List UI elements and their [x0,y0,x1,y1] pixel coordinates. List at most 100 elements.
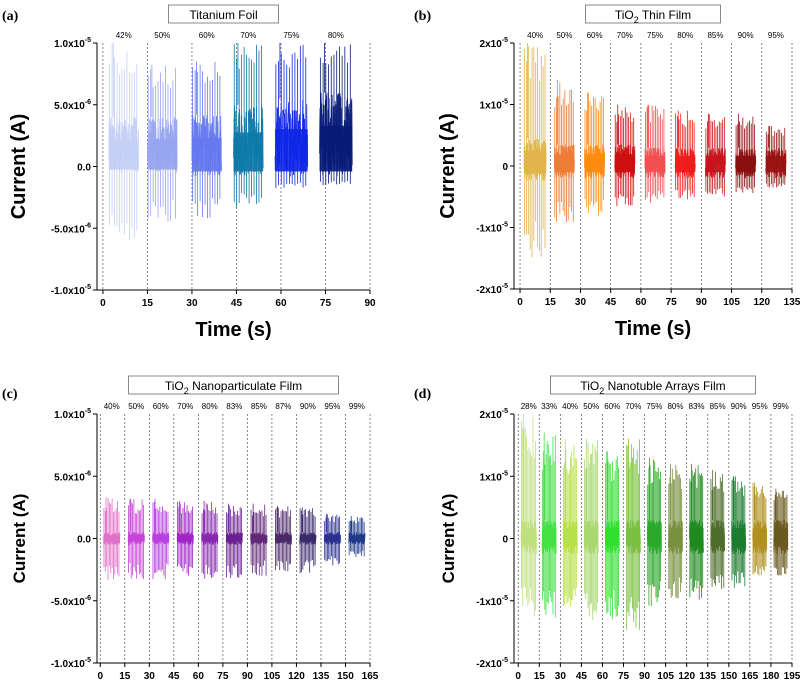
chart-title: TiO2 Nanotuble Arrays Film [550,375,756,396]
x-tick-label-8: 120 [288,671,305,682]
series-90pct: 90% [731,402,747,588]
series-core-band [201,535,218,542]
series-core-band [275,535,292,542]
chart-title-subscript: 2 [634,15,639,25]
x-tick-label-13: 195 [784,671,800,682]
series-label: 83% [226,402,242,411]
x-tick-label-5: 75 [666,297,678,308]
x-tick-label-10: 150 [720,671,737,682]
y-axis-title: Current (A) [437,113,459,219]
x-tick-label-10: 150 [337,671,354,682]
chart-title-main: TiO [615,8,634,22]
series-60pct: 60% [584,31,606,216]
series-75pct: 75% [274,31,309,189]
chart-title-text: TiO2 Thin Film [615,8,691,25]
series-99pct: 99% [348,402,366,558]
series-core-band [675,155,696,173]
series-50pct: 50% [127,402,145,580]
chart-panel-3: (d) TiO2 Nanotuble Arrays Film 28% 33% 40% 50… [414,375,800,690]
series-label: 87% [275,402,291,411]
chart-title-rest: Thin Film [639,8,691,22]
panel-label: (a) [2,9,19,24]
series-40pct: 40% [562,402,578,607]
series-50pct: 50% [583,402,599,620]
y-tick-label-1-mantissa: 5.0x10 [54,101,85,112]
y-tick-label-1-mantissa: 1x10 [480,472,503,483]
x-axis-title: Time (s) [195,319,271,341]
series-core-band [250,535,268,542]
series-75pct: 75% [644,31,666,203]
y-tick-label-1-mantissa: 5.0x10 [54,472,85,483]
y-tick-label-3-mantissa: -5.0x10 [51,597,85,608]
y-tick-label-3-mantissa: -5.0x10 [51,224,85,235]
x-tick-label-3: 45 [576,671,588,682]
series-60pct: 60% [604,402,620,620]
series-label: 40% [562,402,578,411]
y-tick-label-2: 0 [502,535,508,546]
series-label: 80% [328,31,344,40]
x-tick-label-1: 15 [142,298,154,309]
series-core-band [299,535,317,542]
x-axis-title: Time (s) [621,687,686,690]
x-tick-label-9: 135 [699,671,716,682]
x-tick-label-4: 60 [193,671,205,682]
y-tick-label-1-mantissa: 1x10 [480,101,503,112]
y-tick-label-0-mantissa: 2x10 [480,39,503,50]
x-tick-label-0: 0 [100,298,106,309]
y-tick-label-2: 0 [502,162,508,173]
series-60pct: 60% [152,402,170,580]
x-tick-label-0: 0 [517,297,523,308]
x-tick-label-8: 120 [678,671,695,682]
y-tick-label-1-exponent: -6 [85,99,91,106]
y-tick-label-0: 1.0x10-5 [54,37,91,50]
series-label: 90% [738,31,754,40]
x-tick-label-3: 45 [231,298,243,309]
series-label: 70% [240,31,256,40]
series-label: 85% [251,402,267,411]
series-core-band [705,155,726,173]
x-tick-label-1: 15 [119,671,131,682]
series-83pct: 83% [689,402,705,600]
series-core-band [233,132,264,172]
chart-panel-2: (c) TiO2 Nanoparticulate Film 40% 50% 60% 70%… [2,375,379,690]
y-tick-label-4-mantissa: -1.0x10 [51,286,85,297]
series-60pct: 60% [191,31,223,219]
x-tick-label-4: 60 [635,297,647,308]
y-tick-label-3-mantissa: -1x10 [476,224,502,235]
series-50pct: 50% [147,31,178,222]
series-95pct: 95% [323,402,341,566]
y-tick-label-4: -2x10-5 [476,657,508,670]
series-75pct: 75% [646,402,662,607]
y-tick-label-4: -1.0x10-5 [51,284,91,297]
series-label: 75% [283,31,299,40]
series-label: 80% [667,402,683,411]
y-tick-label-0: 1.0x10-5 [54,408,91,421]
series-label: 50% [583,402,599,411]
chart-panel-0: (a) Titanium Foil 42% 50% 60% 70% 75% 80% 1.0x10… [2,4,376,341]
series-label: 83% [689,402,705,411]
series-label: 50% [154,31,170,40]
y-tick-label-4-mantissa: -2x10 [476,285,502,296]
x-tick-label-9: 135 [784,297,800,308]
y-tick-label-3: -5.0x10-6 [51,222,91,235]
series-label: 80% [202,402,218,411]
x-tick-label-2: 30 [186,298,198,309]
series-80pct: 80% [201,402,219,579]
x-tick-label-4: 60 [275,298,287,309]
series-core-band [324,535,341,542]
chart-title-text: TiO2 Nanotuble Arrays Film [580,379,725,396]
y-tick-label-4: -1.0x10-5 [51,657,91,670]
series-core-band [614,154,635,173]
series-95pct: 95% [765,31,787,188]
series-90pct: 90% [735,31,757,194]
series-label: 99% [773,402,789,411]
x-tick-label-11: 165 [362,671,379,682]
y-tick-label-4-exponent: -5 [502,283,508,290]
chart-title-text: Titanium Foil [189,8,257,22]
series-core-band [147,139,178,170]
series-label: 40% [527,31,543,40]
series-80pct: 80% [319,31,353,185]
series-label: 95% [768,31,784,40]
chart-title-text: TiO2 Nanoparticulate Film [165,379,302,396]
